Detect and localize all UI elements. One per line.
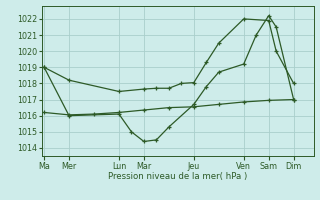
X-axis label: Pression niveau de la mer( hPa ): Pression niveau de la mer( hPa ) [108,172,247,181]
